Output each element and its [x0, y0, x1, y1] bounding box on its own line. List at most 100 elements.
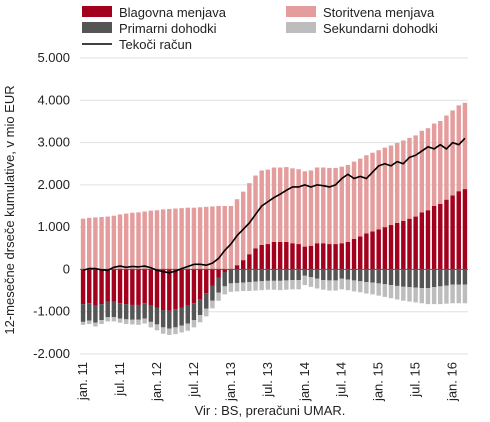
bar-segment [370, 152, 375, 232]
bar-segment [308, 245, 314, 270]
legend-label: Tekoči račun [119, 37, 192, 52]
bar-segment [253, 248, 258, 270]
bar-segment [462, 102, 468, 190]
bar-segment [185, 269, 190, 306]
bar-segment [407, 287, 412, 302]
bar-segment [339, 269, 344, 279]
bar-segment [431, 206, 437, 270]
legend-swatch [82, 22, 112, 33]
bar-segment [130, 269, 135, 305]
bar-segment [111, 269, 117, 302]
x-tick-label: jul. 15 [408, 362, 423, 398]
bar-segment [364, 282, 369, 294]
bar-segment [308, 269, 314, 278]
bar-segment [222, 271, 227, 287]
bar-segment [290, 243, 295, 270]
bar-segment [130, 319, 135, 325]
legend-swatch [286, 6, 316, 17]
bar-segment [123, 269, 129, 305]
bar-segment [173, 309, 178, 328]
bar-segment [179, 269, 184, 308]
bar-segment [425, 128, 431, 211]
bar-segment [117, 303, 123, 319]
bar-segment [401, 140, 406, 221]
bar-segment [136, 212, 141, 270]
bar-segment [99, 304, 104, 321]
bar-segment [179, 325, 184, 333]
legend-swatch [82, 6, 112, 17]
y-tick-label: 3.000 [37, 135, 70, 150]
bar-segment [425, 269, 431, 289]
bar-segment [136, 319, 141, 325]
bar-segment [271, 280, 277, 290]
legend-swatch [286, 22, 316, 33]
bar-segment [290, 280, 295, 290]
bar-segment [117, 269, 123, 304]
bar-segment [462, 189, 468, 270]
bar-segment [376, 269, 381, 284]
bar-segment [388, 269, 394, 286]
bar-segment [99, 269, 104, 305]
bar-segment [265, 269, 271, 281]
legend-label: Blagovna menjava [119, 5, 227, 20]
bar-segment [259, 269, 264, 282]
bar-segment [191, 303, 197, 321]
bar-segment [394, 269, 400, 286]
bar-segment [240, 282, 246, 291]
bar-segment [431, 269, 437, 288]
bar-segment [130, 212, 135, 270]
bar-segment [234, 269, 240, 283]
bar-segment [228, 269, 234, 284]
bar-segment [358, 236, 363, 270]
bar-segment [364, 269, 369, 283]
bar-segment [333, 269, 338, 281]
bar-segment [259, 244, 264, 270]
x-tick-label: jul. 13 [260, 362, 275, 398]
bar-segment [327, 280, 332, 291]
bar-segment [450, 195, 455, 270]
bar-segment [419, 288, 425, 304]
bar-segment [413, 287, 418, 303]
bar-segment [376, 229, 381, 270]
bar-segment [247, 282, 252, 291]
legend-label: Storitvena menjava [323, 5, 435, 20]
series-line [82, 137, 466, 274]
legend-label: Sekundarni dohodki [323, 21, 438, 36]
bar-segment [327, 167, 332, 245]
bar-segment [191, 320, 197, 328]
bar-segment [87, 303, 92, 321]
y-tick-label: -2.000 [33, 346, 70, 361]
bar-segment [425, 210, 431, 270]
bar-segment [333, 167, 338, 245]
bar-segment [204, 269, 209, 294]
bar-segment [296, 269, 301, 280]
legend: Blagovna menjava Storitvena menjava Primar… [82, 5, 438, 52]
bar-segment [259, 170, 264, 245]
bar-segment [160, 209, 166, 270]
bar-segment [290, 269, 295, 280]
bar-segment [382, 227, 388, 270]
bar-segment [240, 191, 246, 261]
bar-segment [302, 269, 308, 276]
bar-segment [345, 279, 351, 291]
bar-segment [123, 213, 129, 270]
bar-segment [296, 169, 301, 245]
bar-segment [234, 199, 240, 266]
bar-segment [339, 243, 344, 270]
bar-segment [185, 305, 190, 324]
bar-segment [80, 269, 86, 305]
bar-segment [111, 301, 117, 318]
bar-segment [444, 199, 449, 270]
bar-segment [148, 210, 154, 270]
bar-segment [358, 158, 363, 237]
bar-segment [148, 305, 154, 322]
bar-segment [154, 210, 160, 270]
bar-segment [321, 243, 326, 270]
bar-segment [240, 269, 246, 283]
bar-segment [327, 244, 332, 270]
bar-segment [191, 207, 197, 270]
y-axis-title: 12-mesečne drseče kumulative, v mio EUR [2, 85, 17, 334]
bar-segment [413, 216, 418, 270]
bar-segment [277, 280, 283, 291]
